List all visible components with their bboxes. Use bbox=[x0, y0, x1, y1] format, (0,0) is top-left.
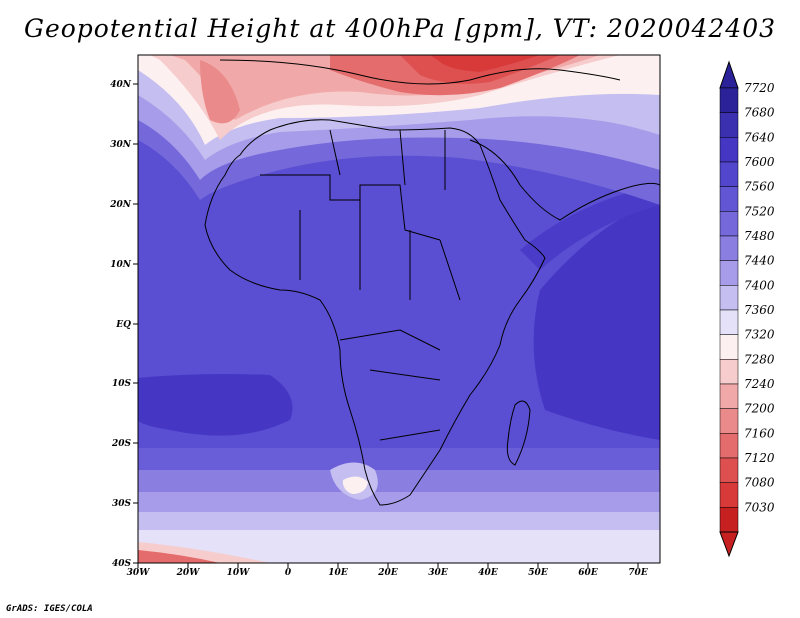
colorbar-label: 7200 bbox=[744, 402, 775, 416]
lon-label: 30W bbox=[127, 568, 151, 578]
colorbar-label: 7240 bbox=[744, 377, 775, 391]
colorbar-swatch bbox=[719, 433, 739, 459]
lon-label: 0 bbox=[285, 568, 292, 578]
lat-label: 40S bbox=[112, 559, 132, 569]
colorbar-swatch bbox=[719, 285, 739, 311]
lon-label: 50E bbox=[528, 568, 548, 578]
colorbar-label: 7080 bbox=[744, 476, 775, 490]
colorbar-label: 7280 bbox=[744, 352, 775, 366]
lat-label: 20S bbox=[111, 439, 132, 449]
lon-label: 10E bbox=[328, 568, 348, 578]
lon-label: 40E bbox=[478, 568, 498, 578]
lon-label: 30E bbox=[428, 568, 448, 578]
colorbar-label: 7480 bbox=[744, 229, 775, 243]
colorbar-swatch bbox=[719, 211, 739, 237]
colorbar-swatch bbox=[719, 507, 739, 533]
map-frame bbox=[137, 54, 661, 564]
lat-label: 10N bbox=[110, 260, 132, 270]
colorbar-label: 7680 bbox=[744, 106, 775, 120]
credit-text: GrADS: IGES/COLA bbox=[6, 604, 93, 614]
colorbar-swatch bbox=[719, 408, 739, 434]
colorbar-swatch bbox=[719, 309, 739, 335]
colorbar-swatch bbox=[719, 137, 739, 163]
colorbar-swatch bbox=[719, 359, 739, 385]
colorbar: 7720 7680 7640 7600 7560 7520 7480 7440 7400 7360… bbox=[719, 60, 775, 558]
colorbar-label: 7160 bbox=[744, 426, 775, 440]
colorbar-arrow-top bbox=[719, 60, 739, 89]
colorbar-swatch bbox=[719, 260, 739, 286]
lon-label: 60E bbox=[578, 568, 598, 578]
lat-label: 40N bbox=[110, 80, 132, 90]
lat-label: EQ bbox=[115, 320, 131, 330]
colorbar-swatch bbox=[719, 186, 739, 212]
colorbar-swatch bbox=[719, 457, 739, 483]
x-axis: 30W 20W 10W 0 10E 20E 30E 40E 50E 60E 70… bbox=[127, 563, 648, 578]
colorbar-swatch bbox=[719, 87, 739, 113]
colorbar-swatch bbox=[719, 482, 739, 508]
colorbar-arrow-bottom bbox=[719, 531, 739, 558]
colorbar-label: 7720 bbox=[744, 81, 775, 95]
colorbar-label: 7400 bbox=[744, 278, 775, 292]
colorbar-label: 7440 bbox=[744, 254, 775, 268]
colorbar-label: 7560 bbox=[744, 180, 775, 194]
colorbar-swatch bbox=[719, 161, 739, 187]
lat-label: 20N bbox=[109, 200, 132, 210]
lat-label: 10S bbox=[112, 379, 132, 389]
colorbar-swatch bbox=[719, 334, 739, 360]
colorbar-label: 7030 bbox=[744, 500, 775, 514]
lon-label: 70E bbox=[628, 568, 648, 578]
colorbar-label: 7120 bbox=[744, 451, 775, 465]
lon-label: 20E bbox=[377, 568, 398, 578]
colorbar-swatch bbox=[719, 383, 739, 409]
colorbar-label: 7320 bbox=[744, 328, 775, 342]
map-title: Geopotential Height at 400hPa [gpm], VT:… bbox=[23, 14, 777, 43]
colorbar-label: 7640 bbox=[744, 130, 775, 144]
lat-label: 30N bbox=[110, 140, 132, 150]
lon-label: 20W bbox=[176, 568, 201, 578]
colorbar-label: 7520 bbox=[744, 204, 775, 218]
lon-label: 10W bbox=[227, 568, 251, 578]
lat-label: 30S bbox=[112, 499, 132, 509]
y-axis: 40N 30N 20N 10N EQ 10S 20S 30S 40S bbox=[109, 80, 138, 569]
coastlines bbox=[204, 59, 660, 506]
colorbar-label: 7360 bbox=[744, 303, 775, 317]
height-field bbox=[138, 55, 660, 563]
colorbar-swatch bbox=[719, 235, 739, 261]
colorbar-label: 7600 bbox=[744, 155, 775, 169]
colorbar-swatch bbox=[719, 112, 739, 138]
